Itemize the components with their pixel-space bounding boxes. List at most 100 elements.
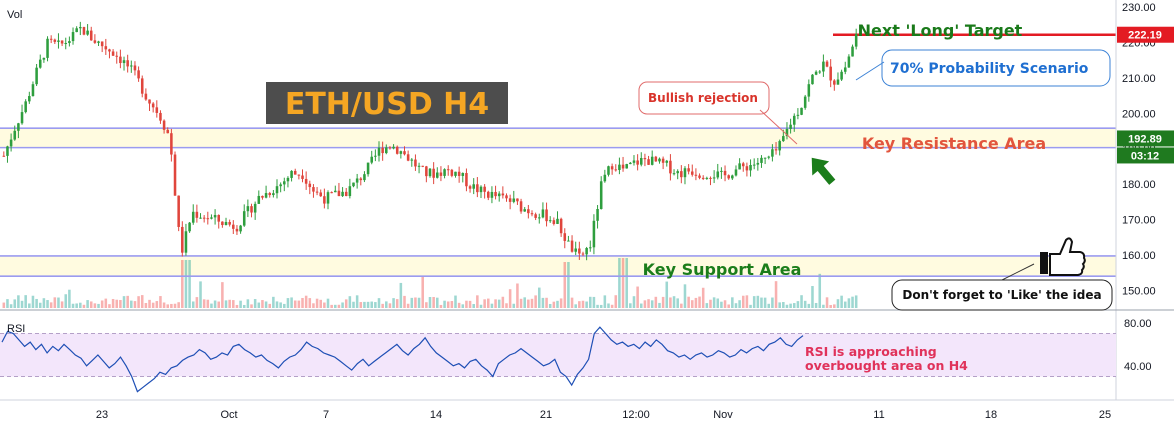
candle-body — [851, 46, 854, 57]
symbol-title-box — [266, 82, 508, 124]
candle-body — [414, 159, 417, 167]
candle-body — [680, 171, 683, 178]
candle-body — [559, 218, 563, 234]
candle-body — [359, 178, 363, 181]
volume-bar — [337, 304, 341, 308]
candle-body — [654, 156, 658, 162]
candle-body — [253, 203, 257, 213]
candle-body — [508, 198, 512, 202]
candle-body — [330, 192, 333, 194]
volume-bar — [665, 281, 669, 308]
volume-bar — [392, 298, 395, 308]
volume-bar — [476, 295, 479, 308]
volume-bar — [497, 299, 501, 308]
volume-bar — [250, 304, 253, 308]
candle-body — [60, 40, 64, 44]
candle-body — [202, 217, 206, 219]
time-tick-label: 21 — [540, 409, 552, 421]
volume-bar — [446, 301, 450, 308]
volume-bar — [330, 304, 333, 308]
volume-bar — [690, 300, 694, 308]
volume-bar — [632, 296, 636, 308]
volume-bar — [53, 297, 57, 308]
candle-body — [297, 174, 301, 176]
volume-bar — [370, 301, 373, 308]
candle-body — [621, 164, 625, 169]
candle-body — [250, 206, 253, 213]
volume-bar — [20, 300, 24, 308]
volume-bar — [28, 303, 31, 308]
volume-label: Vol — [7, 9, 22, 21]
volume-bar — [399, 282, 403, 308]
volume-bar — [239, 300, 242, 308]
candle-body — [57, 40, 60, 42]
candle-body — [228, 221, 231, 225]
candle-body — [272, 193, 275, 196]
candle-body — [6, 146, 9, 156]
candle-body — [122, 60, 126, 64]
candle-body — [191, 211, 195, 223]
volume-bar — [13, 299, 17, 308]
candle-body — [541, 209, 545, 218]
volume-bar — [213, 300, 217, 308]
volume-bar — [246, 299, 250, 308]
volume-bar — [57, 297, 60, 308]
volume-bar — [698, 296, 701, 308]
candle-body — [35, 67, 38, 85]
volume-bar — [483, 299, 486, 308]
volume-bar — [312, 303, 315, 308]
candle-body — [385, 147, 388, 154]
candle-body — [690, 171, 694, 175]
candle-body — [97, 41, 100, 43]
candle-body — [836, 79, 840, 85]
up-arrow-icon — [811, 157, 836, 185]
candle-body — [472, 184, 475, 189]
candle-body — [417, 165, 421, 167]
price-tick-label: 230.00 — [1122, 2, 1156, 14]
volume-bar — [843, 301, 847, 308]
volume-bar — [534, 295, 537, 308]
candle-body — [723, 170, 727, 176]
candle-body — [614, 169, 618, 171]
candle-body — [111, 51, 115, 56]
volume-bar — [385, 301, 388, 308]
volume-bar — [264, 301, 268, 308]
volume-bar — [111, 298, 115, 308]
volume-bar — [461, 304, 465, 308]
candle-body — [64, 43, 68, 45]
candle-body — [20, 112, 24, 124]
candle-body — [527, 209, 530, 214]
volume-bar — [774, 281, 778, 308]
volume-bar — [720, 301, 723, 308]
rsi-label: RSI — [7, 323, 25, 335]
candle-body — [840, 71, 843, 80]
candle-body — [75, 28, 78, 33]
candle-body — [199, 217, 202, 219]
volume-bar — [304, 295, 308, 308]
volume-bar — [428, 297, 432, 308]
rsi-note-line2: overbought area on H4 — [805, 358, 968, 373]
candle-body — [534, 214, 537, 218]
volume-bar — [315, 298, 319, 308]
volume-bar — [811, 286, 814, 308]
volume-bar — [24, 295, 27, 308]
volume-bar — [93, 303, 97, 308]
candle-body — [173, 154, 177, 196]
candle-body — [341, 191, 344, 197]
candle-body — [530, 213, 534, 215]
candle-body — [355, 178, 359, 183]
candle-body — [395, 146, 399, 154]
volume-bar — [599, 304, 603, 308]
volume-bar — [716, 298, 720, 308]
volume-bar — [97, 303, 100, 308]
probability-text: 70% Probability Scenario — [890, 61, 1089, 77]
volume-bar — [829, 304, 832, 308]
time-tick-label: 14 — [430, 409, 442, 421]
candle-body — [814, 71, 818, 75]
volume-bar — [661, 296, 665, 308]
candle-body — [439, 172, 443, 176]
candle-body — [778, 141, 781, 151]
time-tick-label: Nov — [713, 409, 733, 421]
zone-0 — [0, 128, 1116, 148]
